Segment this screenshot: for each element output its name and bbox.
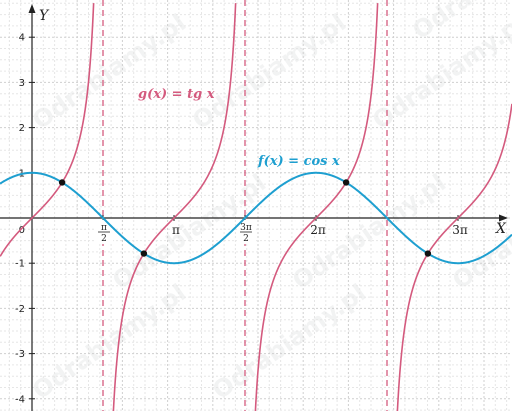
tan-branch bbox=[112, 3, 237, 411]
y-tick-label: -2 bbox=[15, 304, 25, 315]
y-tick-label: 4 bbox=[19, 33, 25, 44]
x-tick-label: 2π bbox=[310, 223, 326, 237]
tan-branch bbox=[254, 3, 379, 411]
tan-branch bbox=[0, 3, 95, 257]
intersection-point bbox=[140, 250, 148, 257]
y-tick-label: -1 bbox=[15, 259, 25, 270]
asymptotes bbox=[102, 0, 388, 411]
y-axis-arrow bbox=[28, 4, 36, 13]
points bbox=[58, 179, 432, 257]
x-tick-label: π bbox=[172, 223, 180, 237]
intersection-point bbox=[58, 179, 66, 186]
y-axis-label: Y bbox=[39, 8, 50, 24]
y-tick-label: 3 bbox=[19, 78, 25, 89]
cos-function-label: f(x) = cos x bbox=[257, 154, 340, 169]
x-axis-arrow bbox=[499, 214, 508, 222]
y-tick-label: -4 bbox=[15, 394, 25, 405]
y-tick-label: 2 bbox=[19, 123, 25, 134]
intersection-point bbox=[342, 179, 350, 186]
tan-function-label: g(x) = tg x bbox=[138, 87, 215, 102]
y-tick-label: -3 bbox=[15, 349, 25, 360]
x-tick-label-numerator: 3π bbox=[240, 223, 252, 233]
x-axis-label: X bbox=[495, 221, 507, 237]
x-tick-label-numerator: π bbox=[101, 223, 107, 233]
x-tick-label-denominator: 2 bbox=[243, 234, 249, 244]
tan-branch bbox=[396, 103, 512, 411]
intersection-point bbox=[424, 250, 432, 257]
x-tick-label-denominator: 2 bbox=[101, 234, 107, 244]
x-tick-label: 3π bbox=[452, 223, 468, 237]
labels: g(x) = tg x f(x) = cos x bbox=[138, 87, 340, 169]
origin-label: 0 bbox=[19, 225, 25, 236]
